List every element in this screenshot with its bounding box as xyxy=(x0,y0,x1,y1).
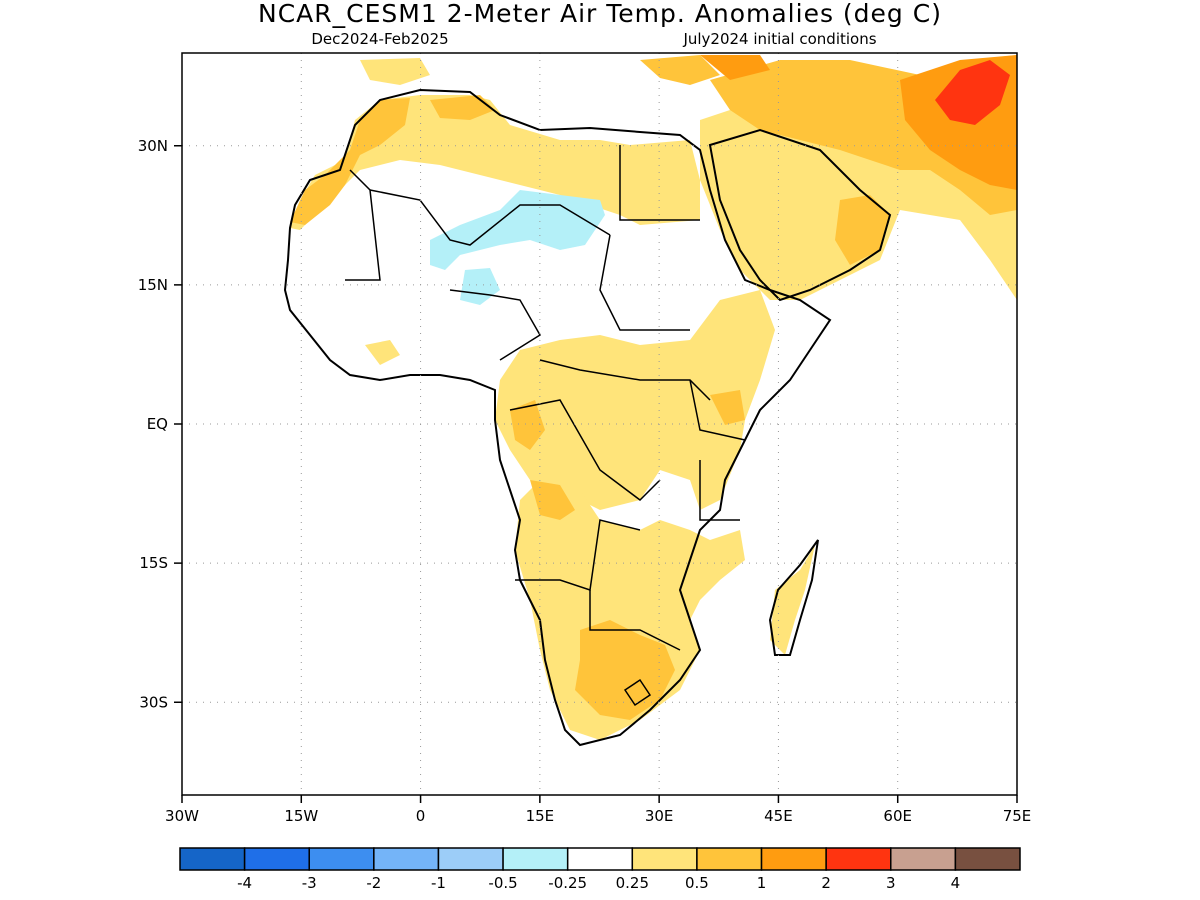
anomaly-region-cameroon xyxy=(510,400,545,450)
africa-outline xyxy=(283,88,832,747)
lon-tick-label: 45E xyxy=(764,807,793,825)
map-panel xyxy=(182,53,1017,795)
colorbar-label: -2 xyxy=(366,874,381,892)
colorbar-swatch xyxy=(308,847,375,871)
colorbar-label: 4 xyxy=(951,874,961,892)
colorbar-label: 3 xyxy=(886,874,896,892)
anomaly-region-morocco xyxy=(290,98,410,225)
colorbar-swatch xyxy=(696,847,763,871)
lat-tick-label: 30N xyxy=(138,137,168,155)
madagascar-outline xyxy=(768,539,819,656)
colorbar-swatch xyxy=(243,847,310,871)
anomaly-region-madagascar xyxy=(770,545,815,655)
anomaly-region-central-africa xyxy=(495,290,775,510)
anomaly-region-central-asia-hotspot xyxy=(935,60,1010,125)
anomaly-region-northwest-coast xyxy=(360,58,430,85)
lat-tick-label: 30S xyxy=(139,693,168,711)
lon-tick-label: 30E xyxy=(645,807,674,825)
colorbar-swatch xyxy=(954,847,1021,871)
lon-tick-label: 15E xyxy=(526,807,555,825)
lat-tick-label: EQ xyxy=(147,415,168,433)
anomaly-region-spain xyxy=(700,55,770,80)
border-sahara-west xyxy=(345,169,381,281)
arabia-outline xyxy=(708,128,892,302)
colorbar-swatch xyxy=(631,847,698,871)
border-lesotho xyxy=(623,678,652,707)
anomaly-shading xyxy=(290,55,1017,740)
figure-title: NCAR_CESM1 2-Meter Air Temp. Anomalies (… xyxy=(258,0,942,28)
anomaly-region-east-africa xyxy=(710,390,745,425)
colorbar-swatch xyxy=(760,847,827,871)
colorbar-swatch xyxy=(373,847,440,871)
colorbar-swatch xyxy=(437,847,504,871)
lat-tick-label: 15N xyxy=(138,276,168,294)
colorbar-swatch xyxy=(825,847,892,871)
lon-gridlines xyxy=(300,53,899,795)
colorbar-label: -1 xyxy=(431,874,446,892)
initial-conditions-label: July2024 initial conditions xyxy=(682,30,876,48)
lat-tick-label: 15S xyxy=(139,554,168,572)
colorbar-label: -0.5 xyxy=(488,874,517,892)
anomaly-region-arabia-south xyxy=(835,195,890,265)
lon-tick-label: 60E xyxy=(883,807,912,825)
border-east xyxy=(689,379,746,441)
country-borders xyxy=(345,145,746,707)
anomaly-region-angola xyxy=(530,480,575,520)
colorbar-label: -3 xyxy=(302,874,317,892)
anomaly-region-southern-africa xyxy=(515,480,745,740)
border-congo xyxy=(509,399,661,501)
lat-axis: 30N 15N EQ 15S 30S xyxy=(138,137,182,711)
colorbar-swatch xyxy=(502,847,569,871)
forecast-period: Dec2024-Feb2025 xyxy=(311,30,448,48)
anomaly-region-north-africa-east xyxy=(430,95,495,120)
lon-tick-label: 75E xyxy=(1003,807,1032,825)
border-east-2 xyxy=(699,460,740,521)
colorbar-label: -0.25 xyxy=(548,874,587,892)
border-mali-algeria xyxy=(369,189,611,246)
colorbar-swatch xyxy=(566,847,634,871)
colorbar-label: 1 xyxy=(757,874,767,892)
border-nigeria xyxy=(449,289,542,361)
colorbar-label: -4 xyxy=(237,874,252,892)
border-central xyxy=(539,359,711,401)
colorbar-label: 0.25 xyxy=(616,874,649,892)
lon-tick-label: 0 xyxy=(416,807,426,825)
anomaly-region-guinea-coast xyxy=(365,340,400,365)
colorbar-label: 0.5 xyxy=(685,874,709,892)
colorbar-label: 2 xyxy=(821,874,831,892)
colorbar: -4 -3 -2 -1 -0.5 -0.25 0.25 0.5 1 2 3 4 xyxy=(179,847,1021,892)
lon-tick-label: 15W xyxy=(284,807,318,825)
coastline xyxy=(283,88,892,747)
border-southern xyxy=(589,590,681,651)
lon-axis: 30W 15W 0 15E 30E 45E 60E 75E xyxy=(165,795,1031,825)
colorbar-swatch xyxy=(890,847,957,871)
anomaly-region-sahara-cool xyxy=(430,190,605,270)
anomaly-region-mediterranean xyxy=(640,55,720,85)
colorbar-swatch xyxy=(179,847,246,871)
border-sudan-chad xyxy=(599,234,690,331)
border-libya-egypt xyxy=(619,145,700,221)
lon-tick-label: 30W xyxy=(165,807,199,825)
